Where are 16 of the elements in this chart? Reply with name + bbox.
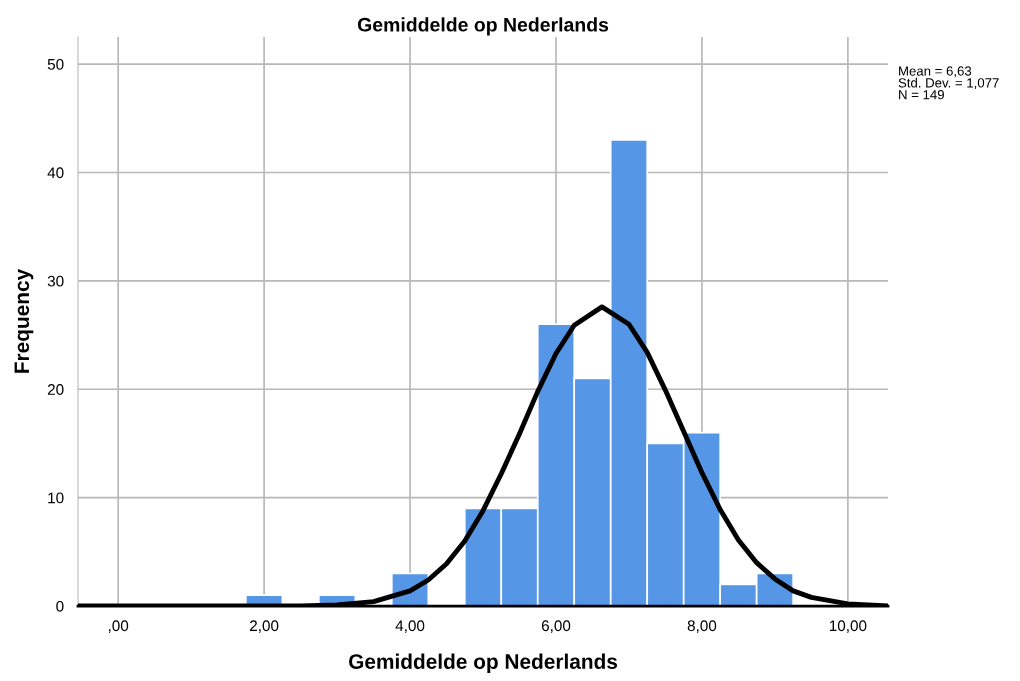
y-tick-label: 40 <box>47 167 64 179</box>
text: Mean = 6,63 Std. Dev. = 1,077 N = 149 <box>898 66 999 100</box>
x-tick-label: 4,00 <box>395 620 425 633</box>
x-axis-title: Gemiddelde op Nederlands <box>349 653 618 674</box>
x-tick-label: ,00 <box>108 620 129 633</box>
y-tick-label: 0 <box>56 600 64 612</box>
y-tick-label: 50 <box>47 58 64 70</box>
y-tick-label: 20 <box>47 384 64 395</box>
x-tick-label: 2,00 <box>250 620 279 633</box>
y-tick-label: 30 <box>47 275 64 287</box>
y-axis-title: Frequency <box>14 268 34 373</box>
x-tick-label: 10,00 <box>829 620 867 633</box>
x-tick-label: 6,00 <box>541 620 571 633</box>
y-tick-label: 10 <box>48 492 64 504</box>
x-tick-label: 8,00 <box>687 620 717 633</box>
chart-title: Gemiddelde op Nederlands <box>357 17 609 36</box>
